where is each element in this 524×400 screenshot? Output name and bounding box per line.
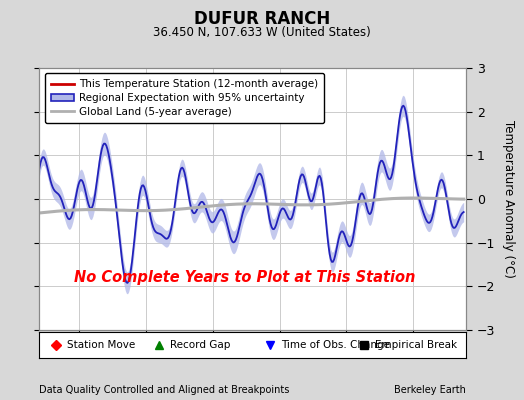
- Text: 36.450 N, 107.633 W (United States): 36.450 N, 107.633 W (United States): [153, 26, 371, 39]
- Y-axis label: Temperature Anomaly (°C): Temperature Anomaly (°C): [501, 120, 515, 278]
- Text: Time of Obs. Change: Time of Obs. Change: [280, 340, 389, 350]
- Text: DUFUR RANCH: DUFUR RANCH: [194, 10, 330, 28]
- Legend: This Temperature Station (12-month average), Regional Expectation with 95% uncer: This Temperature Station (12-month avera…: [45, 73, 324, 123]
- Text: Record Gap: Record Gap: [170, 340, 230, 350]
- Text: Berkeley Earth: Berkeley Earth: [395, 385, 466, 395]
- Text: No Complete Years to Plot at This Station: No Complete Years to Plot at This Statio…: [73, 270, 415, 285]
- Text: Station Move: Station Move: [67, 340, 135, 350]
- Text: Empirical Break: Empirical Break: [375, 340, 457, 350]
- Text: Data Quality Controlled and Aligned at Breakpoints: Data Quality Controlled and Aligned at B…: [39, 385, 290, 395]
